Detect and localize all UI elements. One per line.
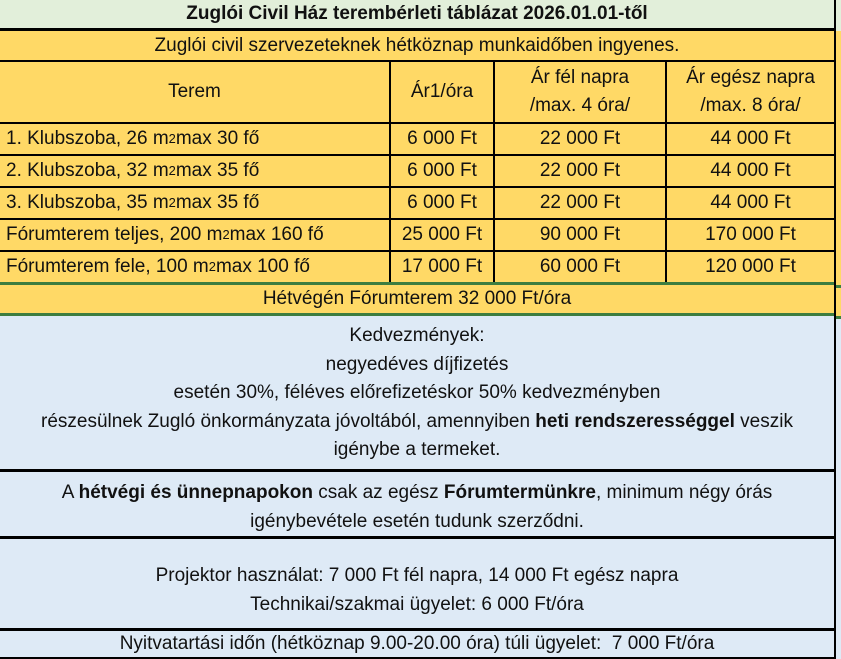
room-name-text: 2. Klubszoba, 32 m — [6, 160, 169, 181]
header-full-day-line2: /max. 8 óra/ — [700, 95, 801, 116]
weekend-contract-section: A hétvégi és ünnepnapokon csak az egész … — [0, 472, 834, 539]
price-half-day: 22 000 Ft — [493, 156, 665, 186]
discounts-line: negyedéves díjfizetés — [325, 353, 509, 375]
room-name-suffix: max 100 fő — [215, 256, 310, 277]
discounts-bold-phrase: heti rendszerességgel — [535, 410, 735, 432]
header-half-day: Ár fél napra /max. 4 óra/ — [493, 62, 665, 122]
gutter-yellow-strip-2 — [836, 288, 841, 316]
after-hours-note: Nyitvatartási időn (hétköznap 9.00-20.00… — [0, 631, 834, 659]
projector-fee-line: Projektor használat: 7 000 Ft fél napra,… — [155, 565, 679, 586]
header-half-day-line2: /max. 4 óra/ — [529, 95, 631, 116]
price-per-hour: 17 000 Ft — [389, 252, 493, 282]
price-per-hour: 25 000 Ft — [389, 220, 493, 250]
header-full-day-line1: Ár egész napra — [686, 67, 815, 88]
price-half-day: 22 000 Ft — [493, 124, 665, 154]
room-name-text: 3. Klubszoba, 35 m — [6, 192, 169, 213]
room-name-text: Fórumterem teljes, 200 m — [6, 224, 223, 245]
page-title: Zuglói Civil Ház terembérleti táblázat 2… — [0, 0, 834, 31]
right-gutter — [836, 0, 841, 659]
price-full-day: 44 000 Ft — [665, 188, 834, 218]
room-name-suffix: max 30 fő — [175, 128, 260, 149]
discounts-heading: Kedvezmények: — [349, 325, 485, 346]
room-name-suffix: max 160 fő — [229, 224, 324, 245]
extras-section: Projektor használat: 7 000 Ft fél napra,… — [0, 539, 834, 631]
room-name-suffix: max 35 fő — [175, 160, 260, 181]
price-half-day: 22 000 Ft — [493, 188, 665, 218]
discounts-line-text: részesülnek Zugló önkormányzata jóvoltáb… — [41, 410, 536, 432]
price-half-day: 90 000 Ft — [493, 220, 665, 250]
room-name-text: 1. Klubszoba, 26 m — [6, 128, 169, 149]
price-full-day: 44 000 Ft — [665, 124, 834, 154]
gutter-yellow-strip — [836, 31, 841, 285]
gutter-green-strip-bottom — [836, 316, 841, 319]
gutter-title-strip — [836, 0, 841, 31]
header-half-day-line1: Ár fél napra — [530, 67, 630, 88]
contract-bold-weekend: hétvégi és ünnepnapokon — [78, 482, 313, 503]
weekend-rate-note: Hétvégén Fórumterem 32 000 Ft/óra — [0, 285, 834, 316]
room-name-text: Fórumterem fele, 100 m — [6, 256, 209, 277]
discounts-line: igénybe a termeket. — [333, 439, 501, 460]
table-header-row: Terem Ár1/óra Ár fél napra /max. 4 óra/ … — [0, 62, 834, 124]
discounts-section: Kedvezmények: negyedéves díjfizetés eset… — [0, 316, 834, 472]
discounts-line: esetén 30%, féléves előrefizetéskor 50% … — [173, 382, 661, 403]
price-half-day: 60 000 Ft — [493, 252, 665, 282]
free-notice: Zuglói civil szervezeteknek hétköznap mu… — [0, 31, 834, 62]
contract-text: csak az egész — [312, 482, 444, 503]
price-full-day: 44 000 Ft — [665, 156, 834, 186]
header-room: Terem — [168, 81, 221, 102]
header-full-day: Ár egész napra /max. 8 óra/ — [665, 62, 834, 122]
price-per-hour: 6 000 Ft — [389, 188, 493, 218]
price-per-hour: 6 000 Ft — [389, 124, 493, 154]
price-full-day: 120 000 Ft — [665, 252, 834, 282]
contract-text: , minimum négy órás igénybevétele esetén… — [250, 482, 773, 532]
header-per-hour: Ár1/óra — [389, 62, 493, 122]
price-per-hour: 6 000 Ft — [389, 156, 493, 186]
discounts-line-text: veszik — [734, 410, 793, 432]
discounts-line: részesülnek Zugló önkormányzata jóvoltáb… — [0, 408, 834, 437]
contract-text: A — [61, 482, 79, 503]
technical-fee-line: Technikai/szakmai ügyelet: 6 000 Ft/óra — [250, 594, 584, 615]
gutter-green-strip-top — [836, 285, 841, 288]
contract-bold-forum: Fórumtermünkre — [443, 482, 596, 503]
room-name-suffix: max 35 fő — [175, 192, 260, 213]
gutter-blue-strip — [836, 319, 841, 659]
price-full-day: 170 000 Ft — [665, 220, 834, 250]
